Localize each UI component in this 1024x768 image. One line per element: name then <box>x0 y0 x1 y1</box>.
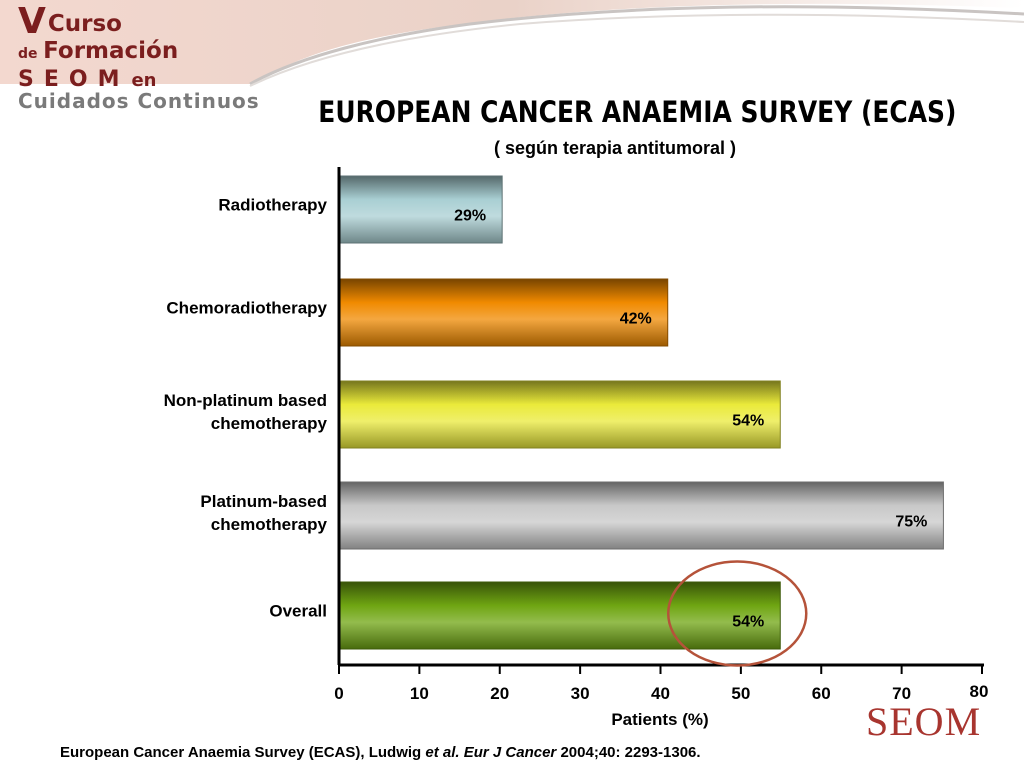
bar-value-label-1: 42% <box>620 311 652 328</box>
header-swoosh-graphic <box>0 0 1024 87</box>
x-tick-label-6: 60 <box>812 684 831 703</box>
x-tick-label-0: 0 <box>334 684 343 703</box>
x-axis-label: Patients (%) <box>611 710 709 729</box>
chart-subtitle: ( según terapia antitumoral ) <box>493 138 737 158</box>
logo-en: en <box>131 70 157 91</box>
x-tick-label-1: 10 <box>410 684 429 703</box>
x-tick-label-3: 30 <box>571 684 590 703</box>
category-label-1: Chemoradiotherapy <box>166 299 327 318</box>
citation-journal: et al. Eur J Cancer <box>425 744 557 761</box>
citation-footnote: European Cancer Anaemia Survey (ECAS), L… <box>60 744 701 761</box>
category-label-3: Platinum-based chemotherapy <box>200 492 327 534</box>
logo-v: V <box>18 1 46 42</box>
logo-de: de <box>18 46 38 62</box>
bar-3 <box>338 481 944 550</box>
x-tick-label-8: 80 <box>970 682 989 701</box>
x-tick-label-7: 70 <box>892 684 911 703</box>
logo-seom: SEOM <box>18 67 130 92</box>
bar-4 <box>338 581 781 650</box>
x-tick-label-4: 40 <box>651 684 670 703</box>
citation-text-1: European Cancer Anaemia Survey (ECAS), L… <box>60 744 426 761</box>
citation-text-3: 2004;40: 2293-1306. <box>556 744 701 761</box>
chart-title: EUROPEAN CANCER ANAEMIA SURVEY (ECAS) <box>318 95 957 129</box>
bar-0 <box>338 175 503 244</box>
bar-value-label-3: 75% <box>895 514 927 531</box>
highlight-circle <box>667 560 808 667</box>
bar-value-label-4: 54% <box>732 614 764 631</box>
bar-value-label-2: 54% <box>732 413 764 430</box>
logo-formacion: Formación <box>43 38 179 64</box>
x-tick-label-5: 50 <box>731 684 750 703</box>
x-tick-label-2: 20 <box>490 684 509 703</box>
category-label-2: Non-platinum based chemotherapy <box>164 391 328 433</box>
bar-1 <box>338 278 669 347</box>
bar-2 <box>338 380 781 449</box>
category-label-0: Radiotherapy <box>218 196 327 215</box>
category-label-4: Overall <box>269 602 327 621</box>
logo-curso: Curso <box>47 11 122 37</box>
seom-brand-logo: SEOM <box>866 699 982 744</box>
logo-cuidados: Cuidados Continuos <box>18 89 260 113</box>
bar-value-label-0: 29% <box>454 208 486 225</box>
